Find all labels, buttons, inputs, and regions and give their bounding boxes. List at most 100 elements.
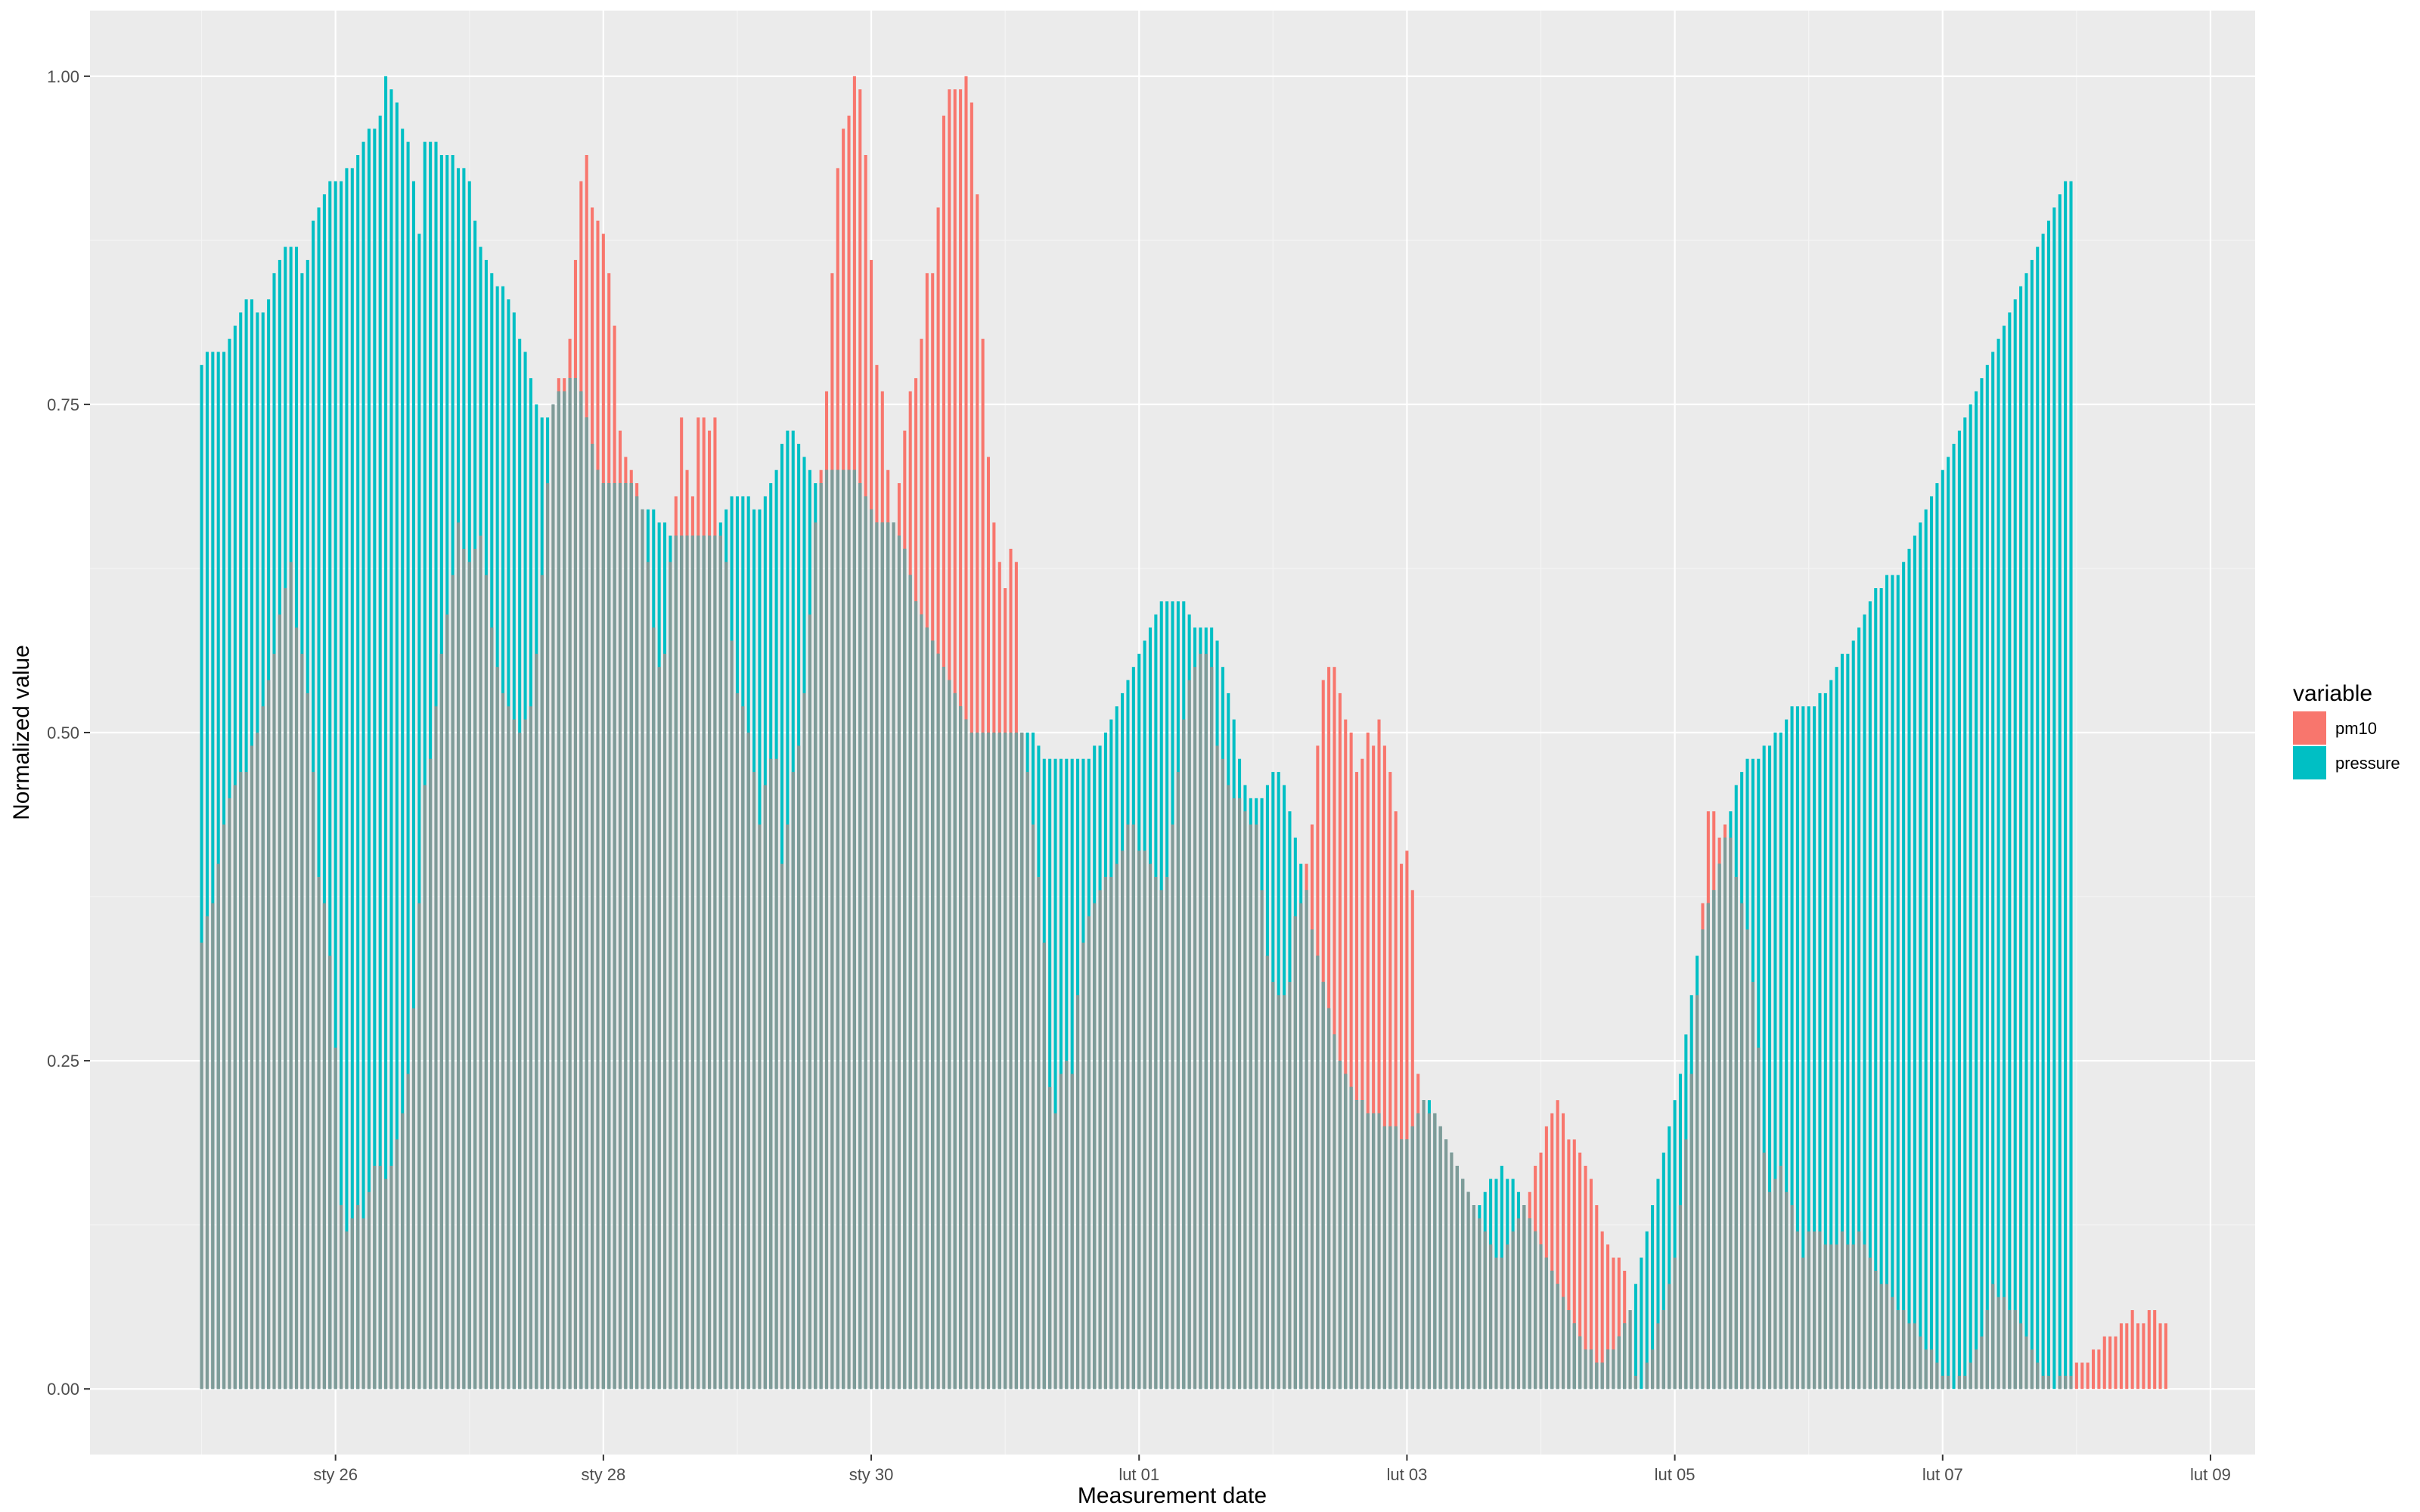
bar-pm10 [1578, 1152, 1582, 1390]
bar-overlap [685, 535, 689, 1390]
bar-overlap [306, 692, 309, 1390]
bar-overlap [272, 653, 276, 1390]
bar-pressure [2002, 325, 2006, 1390]
bar-overlap [267, 680, 271, 1390]
bar-overlap [629, 483, 633, 1390]
bar-overlap [724, 562, 728, 1390]
bar-overlap [880, 522, 884, 1390]
bar-overlap [1193, 667, 1197, 1390]
bar-overlap [1701, 929, 1705, 1390]
bar-overlap [713, 535, 717, 1390]
bar-overlap [1489, 1244, 1493, 1390]
bar-overlap [1516, 1218, 1521, 1390]
bar-overlap [1851, 1244, 1855, 1390]
bar-overlap [613, 483, 616, 1390]
bar-pm10 [2091, 1349, 2096, 1390]
bar-pm10 [2164, 1323, 2167, 1390]
bar-overlap [573, 378, 577, 1390]
bar-pressure [1762, 745, 1766, 1390]
bar-pm10 [2153, 1310, 2157, 1390]
bar-pressure [1835, 667, 1838, 1390]
bar-overlap [216, 863, 220, 1390]
bar-overlap [1773, 1179, 1777, 1390]
bar-overlap [1349, 1086, 1353, 1390]
bar-pressure [378, 115, 382, 1390]
bar-overlap [1896, 1310, 1900, 1390]
bar-overlap [1238, 798, 1242, 1390]
bar-overlap [1550, 1270, 1554, 1390]
bar-pressure [1801, 706, 1805, 1390]
bar-overlap [1137, 850, 1141, 1390]
bar-pressure [1896, 575, 1900, 1390]
bar-overlap [1868, 1257, 1872, 1390]
bar-overlap [2019, 1323, 2023, 1390]
bar-pm10 [1606, 1244, 1610, 1390]
bar-overlap [897, 535, 901, 1390]
bar-overlap [942, 667, 945, 1390]
bar-pressure [423, 141, 427, 1390]
bar-pressure [2036, 246, 2040, 1390]
bar-pressure [411, 181, 416, 1390]
bar-pm10 [1338, 692, 1342, 1390]
bar-overlap [417, 903, 421, 1390]
bar-pressure [1668, 1126, 1671, 1390]
bar-overlap [473, 548, 477, 1390]
legend-label-pm10: pm10 [2335, 719, 2377, 738]
bar-overlap [1544, 1257, 1548, 1390]
bar-overlap [2058, 1375, 2062, 1390]
bar-pressure [1980, 378, 1984, 1390]
bar-overlap [1081, 942, 1085, 1390]
bar-overlap [1874, 1270, 1878, 1390]
bar-overlap [1919, 1336, 1922, 1390]
bar-overlap [976, 733, 979, 1390]
bar-overlap [239, 772, 243, 1390]
bar-overlap [406, 1074, 410, 1390]
bar-overlap [579, 391, 583, 1390]
bar-overlap [1031, 824, 1035, 1390]
bar-pm10 [1349, 733, 1353, 1390]
bar-overlap [730, 640, 734, 1390]
bar-overlap [646, 562, 650, 1390]
bar-pm10 [1382, 745, 1386, 1390]
bar-pressure [2013, 299, 2017, 1390]
bar-pressure [1857, 627, 1861, 1390]
bar-overlap [2069, 1375, 2073, 1390]
bar-overlap [1689, 1074, 1693, 1390]
legend-title: variable [2293, 681, 2372, 706]
bar-overlap [1567, 1310, 1571, 1390]
bar-overlap [920, 614, 923, 1390]
bar-overlap [1985, 1310, 1989, 1390]
bar-overlap [964, 719, 968, 1390]
bar-overlap [1846, 1244, 1850, 1390]
bar-overlap [456, 522, 461, 1390]
bar-pressure [2008, 312, 2012, 1390]
bar-overlap [1121, 850, 1125, 1390]
bar-overlap [1070, 1074, 1074, 1390]
bar-pressure [2046, 220, 2051, 1390]
bar-pm10 [1584, 1166, 1587, 1390]
bar-pressure [367, 129, 371, 1390]
bar-pressure [1913, 535, 1916, 1390]
bar-overlap [1478, 1218, 1481, 1390]
bar-overlap [1377, 1113, 1381, 1390]
bar-pressure [334, 181, 337, 1390]
bar-overlap [970, 733, 973, 1390]
bar-overlap [1382, 1126, 1386, 1390]
bar-pm10 [1595, 1205, 1599, 1390]
bar-overlap [250, 745, 254, 1390]
bar-pm10 [2119, 1323, 2123, 1390]
bar-overlap [1779, 1166, 1782, 1390]
bar-overlap [1410, 1126, 1414, 1390]
bar-pm10 [1556, 1100, 1559, 1390]
bar-overlap [1154, 877, 1158, 1390]
bar-pressure [1985, 364, 1989, 1390]
bar-pm10 [2086, 1362, 2090, 1390]
bar-overlap [2030, 1349, 2034, 1390]
bar-overlap [601, 483, 605, 1390]
bar-overlap [1863, 1244, 1866, 1390]
bar-overlap [2002, 1297, 2006, 1390]
bar-overlap [1595, 1362, 1599, 1390]
legend: variable pm10 pressure [2293, 681, 2400, 779]
bar-overlap [294, 627, 299, 1390]
bar-overlap [1790, 1205, 1794, 1390]
